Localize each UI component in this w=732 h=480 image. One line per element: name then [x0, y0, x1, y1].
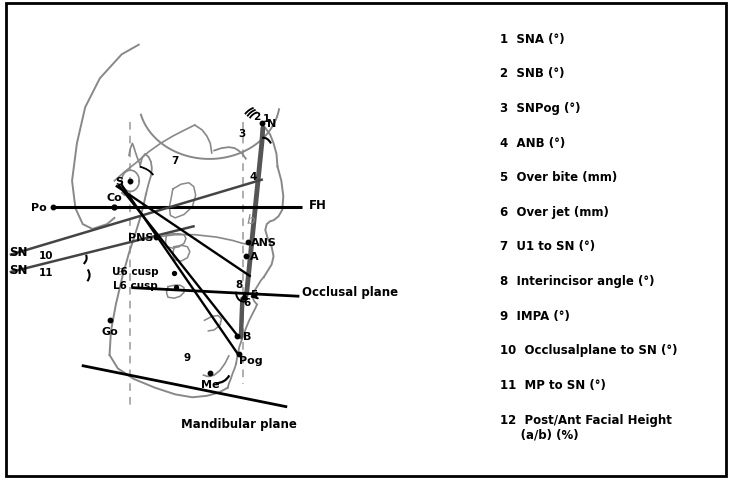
Text: PNS: PNS — [127, 233, 153, 242]
Text: b: b — [246, 213, 255, 227]
Text: N: N — [267, 119, 276, 129]
Text: FH: FH — [309, 199, 327, 212]
Text: 6: 6 — [244, 298, 251, 307]
Text: 11  MP to SN (°): 11 MP to SN (°) — [500, 378, 605, 391]
Text: 3: 3 — [239, 129, 246, 138]
Text: Mandibular plane: Mandibular plane — [181, 418, 296, 431]
Text: 9: 9 — [184, 353, 191, 362]
Text: SN: SN — [9, 245, 27, 259]
Text: Go: Go — [101, 326, 118, 336]
Text: S: S — [116, 177, 124, 186]
Text: 1: 1 — [263, 114, 270, 124]
Text: A: A — [250, 252, 259, 262]
Text: 2: 2 — [253, 112, 261, 122]
Text: 7  U1 to SN (°): 7 U1 to SN (°) — [500, 240, 595, 253]
Text: 5  Over bite (mm): 5 Over bite (mm) — [500, 171, 617, 184]
Text: L6 cusp: L6 cusp — [113, 281, 158, 290]
Text: 10  Occlusalplane to SN (°): 10 Occlusalplane to SN (°) — [500, 344, 677, 357]
Text: 8: 8 — [236, 279, 243, 289]
Text: Pog: Pog — [239, 355, 263, 365]
Text: 3  SNPog (°): 3 SNPog (°) — [500, 102, 580, 115]
Text: B: B — [242, 331, 251, 341]
Text: 11: 11 — [39, 268, 53, 277]
Text: U6 cusp: U6 cusp — [111, 266, 158, 276]
Text: 2  SNB (°): 2 SNB (°) — [500, 67, 564, 80]
Text: 4  ANB (°): 4 ANB (°) — [500, 136, 565, 149]
Text: 7: 7 — [171, 156, 179, 166]
Text: Me: Me — [201, 379, 220, 389]
Text: ANS: ANS — [251, 238, 277, 247]
Text: Co: Co — [107, 193, 122, 203]
Text: Po: Po — [31, 203, 47, 212]
Text: a: a — [116, 264, 124, 278]
Text: 9  IMPA (°): 9 IMPA (°) — [500, 309, 569, 322]
Text: 12  Post/Ant Facial Height
     (a/b) (%): 12 Post/Ant Facial Height (a/b) (%) — [500, 413, 671, 441]
Text: 5: 5 — [250, 290, 258, 300]
Text: SN: SN — [9, 263, 27, 276]
Text: 6  Over jet (mm): 6 Over jet (mm) — [500, 205, 608, 218]
Text: 10: 10 — [39, 251, 53, 260]
Text: 8  Interincisor angle (°): 8 Interincisor angle (°) — [500, 275, 654, 288]
Text: 1  SNA (°): 1 SNA (°) — [500, 33, 564, 46]
Text: 4: 4 — [250, 172, 257, 181]
Text: Occlusal plane: Occlusal plane — [302, 286, 398, 299]
